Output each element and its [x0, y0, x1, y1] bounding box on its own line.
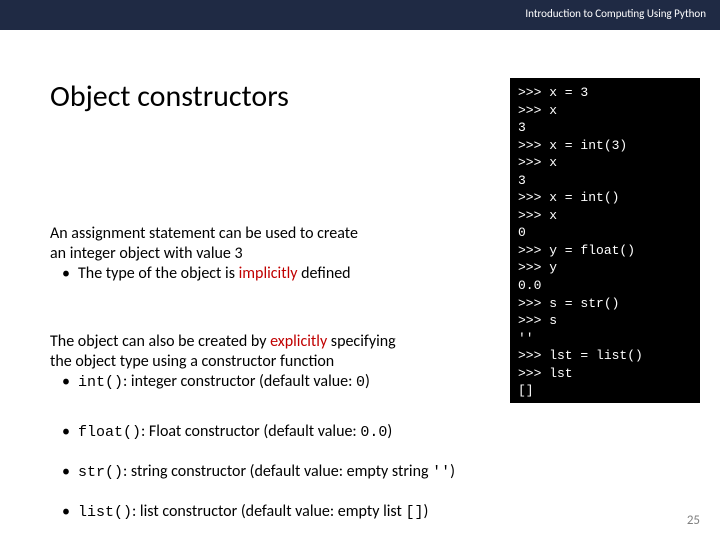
bullet-float: float(): Float constructor (default valu… [50, 422, 680, 441]
paragraph-2: The object can also be created by explic… [50, 332, 480, 393]
chapter-header: Introduction to Computing Using Python [0, 0, 720, 30]
p2-bullet-int: int(): integer constructor (default valu… [50, 372, 480, 393]
p1-bullet: The type of the object is implicitly def… [50, 264, 480, 284]
p2-line1: The object can also be created by explic… [50, 332, 480, 352]
slide-title: Object constructors [50, 78, 289, 115]
python-terminal: >>> x = 3 >>> x 3 >>> x = int(3) >>> x 3… [510, 78, 700, 403]
page-number: 25 [687, 513, 700, 528]
p1-line1: An assignment statement can be used to c… [50, 224, 480, 244]
bullet-str: str(): string constructor (default value… [50, 462, 680, 481]
paragraph-1: An assignment statement can be used to c… [50, 224, 480, 284]
chapter-text: Introduction to Computing Using Python [525, 7, 706, 20]
p2-line2: the object type using a constructor func… [50, 352, 480, 372]
p1-line2: an integer object with value 3 [50, 244, 480, 264]
bullet-list: list(): list constructor (default value:… [50, 502, 680, 521]
